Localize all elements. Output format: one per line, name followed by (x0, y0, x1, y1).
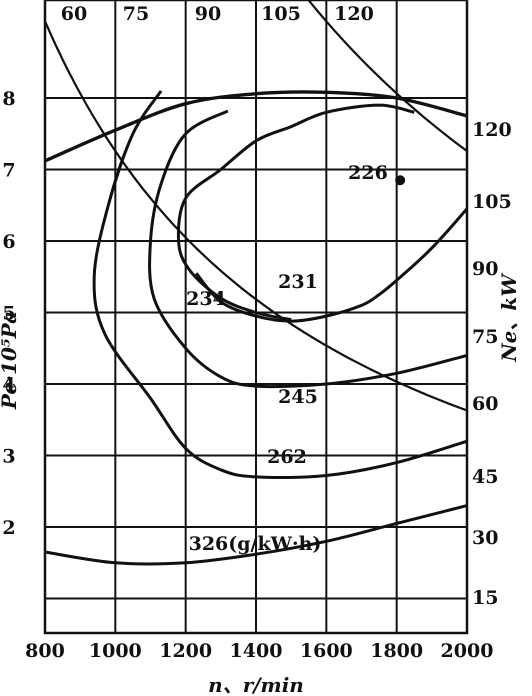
x-tick-label-1000: 1000 (89, 640, 142, 662)
x-axis-label: n、r/min (208, 673, 304, 696)
right-power-label-90: 90 (472, 258, 498, 280)
x-tick-label-1400: 1400 (230, 640, 283, 662)
y-axis-label: Pe·10⁵Pa (0, 311, 21, 410)
contour-label-226: 226 (348, 162, 388, 184)
contour-label-234: 234 (186, 288, 226, 310)
operating-point-marker (395, 175, 406, 186)
right-power-label-30: 30 (472, 527, 498, 549)
full-load-curve-group (44, 90, 468, 186)
right-power-label-120: 120 (472, 119, 512, 141)
contour-245 (148, 109, 468, 389)
plot-frame (43, 0, 469, 635)
y-tick-label-7: 7 (2, 160, 15, 182)
contour-262 (92, 90, 468, 480)
y-tick-label-8: 8 (2, 88, 15, 110)
right-power-label-60: 60 (472, 393, 498, 415)
y-tick-label-5: 5 (2, 303, 15, 325)
top-power-label-75: 75 (123, 3, 149, 25)
power-lines (43, 0, 468, 412)
full-load-curve (44, 90, 468, 163)
y-tick-label-3: 3 (2, 446, 15, 468)
x-tick-label-1200: 1200 (159, 640, 212, 662)
top-power-label-60: 60 (61, 3, 87, 25)
contour-231 (195, 207, 469, 323)
contour-label-231: 231 (278, 271, 318, 293)
y-tick-label-2: 2 (2, 517, 15, 539)
top-power-label-90: 90 (195, 3, 221, 25)
top-power-label-120: 120 (334, 3, 374, 25)
contour-label-245: 245 (278, 386, 318, 408)
fuel-contours (44, 90, 469, 566)
x-tick-label-800: 800 (25, 640, 65, 662)
y-tick-label-6: 6 (2, 231, 15, 253)
contour-label-262: 262 (267, 446, 307, 468)
right-power-label-105: 105 (472, 191, 512, 213)
power-line-30kW (307, 0, 468, 152)
power-line-15kW (43, 20, 468, 412)
x-tick-label-1600: 1600 (300, 640, 353, 662)
right-power-label-15: 15 (472, 587, 498, 609)
right-power-label-45: 45 (472, 466, 498, 488)
right-power-label-75: 75 (472, 326, 498, 348)
x-tick-label-1800: 1800 (370, 640, 423, 662)
top-power-label-105: 105 (261, 3, 301, 25)
contour-label-326: 326(g/kW·h) (189, 533, 322, 555)
y-tick-label-4: 4 (2, 374, 15, 396)
contour-234 (176, 103, 415, 322)
contour-labels: 226 231 234 245 262 326(g/kW·h) (186, 162, 388, 555)
contour-326 (44, 504, 468, 566)
x-tick-label-2000: 2000 (441, 640, 494, 662)
y2-axis-label: Ne、kW (497, 272, 521, 363)
